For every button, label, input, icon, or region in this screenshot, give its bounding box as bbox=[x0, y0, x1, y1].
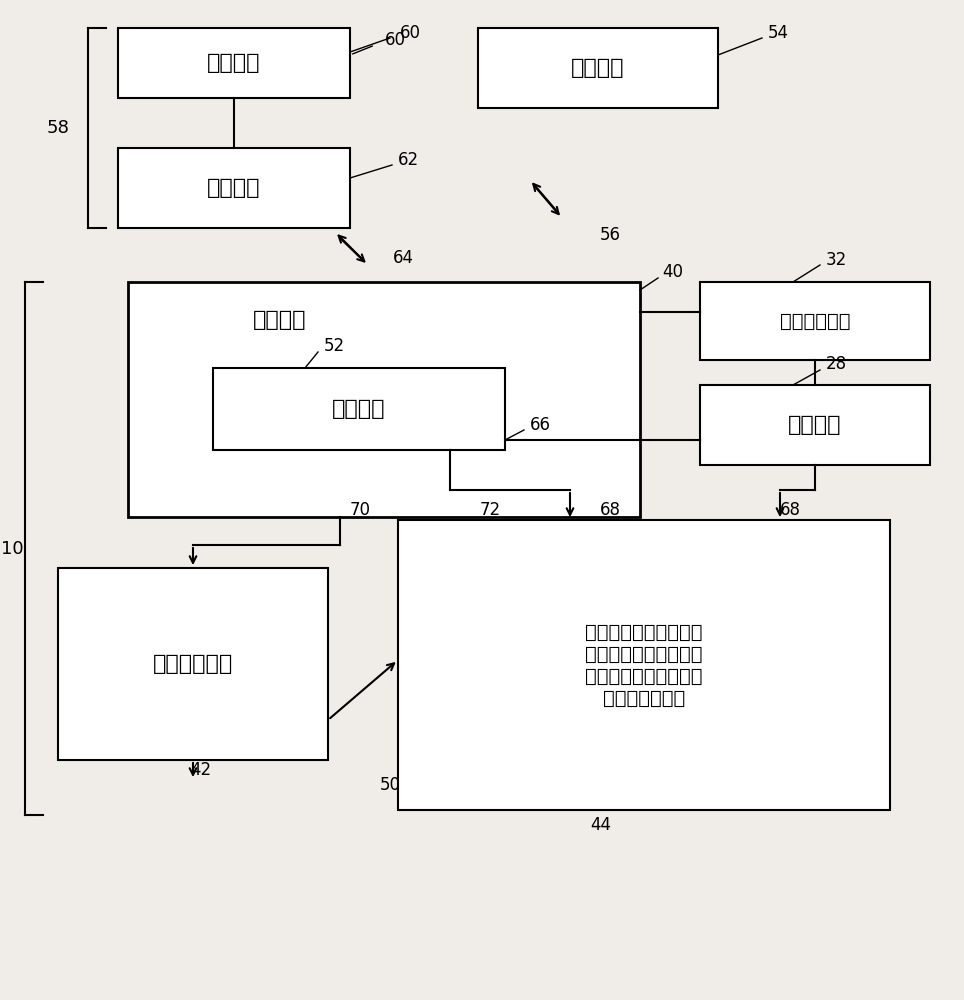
Text: 70: 70 bbox=[350, 501, 371, 519]
Text: 调谐部件: 调谐部件 bbox=[333, 399, 386, 419]
Bar bbox=[700, 282, 930, 360]
Text: 28: 28 bbox=[826, 355, 847, 373]
Text: 54: 54 bbox=[768, 24, 789, 42]
Text: 52: 52 bbox=[324, 337, 345, 355]
Text: 近场通信电路: 近场通信电路 bbox=[153, 654, 233, 674]
Text: 射频收发器电路（例如
非近场通信电路，诸如
蜂窝、无线局域网、卫
星导航系统等）: 射频收发器电路（例如 非近场通信电路，诸如 蜂窝、无线局域网、卫 星导航系统等） bbox=[585, 622, 703, 708]
Text: 天线结构: 天线结构 bbox=[254, 310, 307, 330]
Text: 环形天线: 环形天线 bbox=[207, 178, 260, 198]
Text: 66: 66 bbox=[530, 416, 551, 434]
Text: 56: 56 bbox=[600, 226, 621, 244]
Bar bbox=[128, 282, 640, 517]
Text: 输入输出设备: 输入输出设备 bbox=[780, 312, 850, 330]
Text: 40: 40 bbox=[662, 263, 683, 281]
Text: 控制电路: 控制电路 bbox=[207, 53, 260, 73]
Text: 44: 44 bbox=[590, 816, 611, 834]
Bar bbox=[398, 520, 890, 810]
Text: 无线网络: 无线网络 bbox=[572, 58, 625, 78]
Text: 72: 72 bbox=[480, 501, 501, 519]
Text: 68: 68 bbox=[600, 501, 621, 519]
Text: 64: 64 bbox=[393, 249, 414, 267]
Text: 58: 58 bbox=[46, 119, 69, 137]
Text: 60: 60 bbox=[400, 24, 421, 42]
Text: 50: 50 bbox=[380, 776, 401, 794]
Text: 42: 42 bbox=[190, 761, 211, 779]
Bar bbox=[478, 28, 718, 108]
Bar bbox=[700, 385, 930, 465]
Text: 控制电路: 控制电路 bbox=[789, 415, 842, 435]
Bar bbox=[213, 368, 505, 450]
Text: 60: 60 bbox=[385, 31, 406, 49]
Text: 68: 68 bbox=[780, 501, 801, 519]
Text: 62: 62 bbox=[398, 151, 419, 169]
Bar bbox=[58, 568, 328, 760]
Bar bbox=[118, 28, 350, 98]
Text: 32: 32 bbox=[826, 251, 847, 269]
Bar bbox=[118, 148, 350, 228]
Text: 10: 10 bbox=[1, 540, 23, 558]
